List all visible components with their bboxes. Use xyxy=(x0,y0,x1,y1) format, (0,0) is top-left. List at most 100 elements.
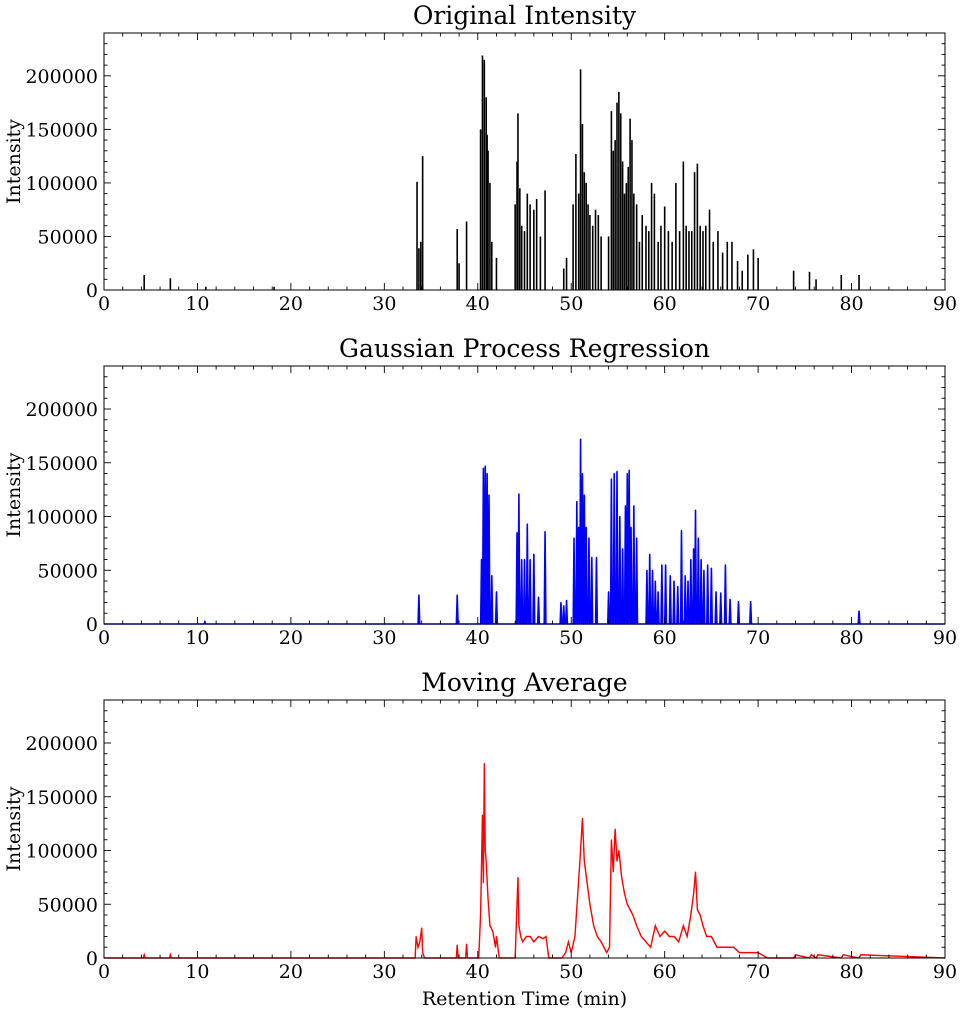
y-axis-label: Intensity xyxy=(3,452,25,537)
x-tick-label: 10 xyxy=(185,293,209,315)
data-point xyxy=(621,876,623,878)
data-point xyxy=(583,860,585,862)
data-point xyxy=(591,556,593,558)
data-point xyxy=(529,558,531,561)
y-tick-label: 0 xyxy=(86,614,98,636)
chart-panel-1: Original Intensity 0 10 20 30 40 50 60 70 80 90 0 50… xyxy=(3,1,957,315)
x-tick-label: 0 xyxy=(98,627,110,649)
series-marks xyxy=(104,438,945,625)
data-point xyxy=(481,814,483,816)
data-point xyxy=(748,952,750,954)
data-point xyxy=(422,952,424,954)
data-point xyxy=(600,941,602,943)
data-point xyxy=(516,903,518,905)
data-point xyxy=(581,817,583,819)
data-point xyxy=(544,530,546,533)
x-tick-label: 20 xyxy=(279,627,303,649)
y-axis-label: Intensity xyxy=(3,119,25,204)
x-tick-label: 20 xyxy=(279,293,303,315)
data-point xyxy=(613,472,615,475)
tick-marks xyxy=(103,32,946,291)
data-point xyxy=(710,567,712,569)
x-tick-label: 30 xyxy=(372,293,396,315)
data-point xyxy=(533,553,535,555)
data-point xyxy=(703,569,705,571)
y-tick-label: 200000 xyxy=(25,399,98,421)
data-point xyxy=(588,537,590,539)
data-point xyxy=(651,569,654,571)
x-tick-label: 40 xyxy=(466,627,490,649)
data-point xyxy=(489,925,491,927)
y-tick-label: 150000 xyxy=(25,787,98,809)
data-point xyxy=(466,943,468,945)
data-point xyxy=(516,532,518,534)
tick-marks xyxy=(103,365,946,625)
data-point xyxy=(842,954,844,956)
data-point xyxy=(520,936,522,937)
data-point xyxy=(858,610,860,612)
data-point xyxy=(538,936,540,937)
data-point xyxy=(700,558,702,561)
data-point xyxy=(492,930,494,932)
data-point xyxy=(495,946,497,948)
data-point xyxy=(690,558,692,561)
data-point xyxy=(573,537,575,539)
x-tick-label: 70 xyxy=(746,961,770,983)
data-point xyxy=(650,946,652,948)
y-tick-label: 50000 xyxy=(38,226,98,248)
x-tick-label: 80 xyxy=(839,627,863,649)
data-point xyxy=(533,941,535,943)
data-point xyxy=(415,936,417,937)
data-point xyxy=(699,914,701,916)
series-marks xyxy=(143,55,860,290)
data-point xyxy=(542,938,544,940)
tick-marks xyxy=(103,699,946,959)
data-point xyxy=(628,469,630,471)
data-point xyxy=(677,585,679,587)
y-tick-label: 100000 xyxy=(25,841,98,863)
data-point xyxy=(483,762,485,764)
x-tick-label: 50 xyxy=(559,627,583,649)
data-point xyxy=(661,564,663,566)
data-point xyxy=(480,558,483,561)
data-point xyxy=(526,523,528,525)
data-point xyxy=(640,936,642,937)
data-point xyxy=(609,946,611,948)
plot-frame xyxy=(103,699,946,959)
data-point xyxy=(724,564,727,566)
chart-panel-2: Gaussian Process Regression 0 10 20 30 40 50 60… xyxy=(3,334,957,649)
data-point xyxy=(418,594,420,596)
data-point xyxy=(586,882,588,884)
series-line xyxy=(104,439,945,625)
data-point xyxy=(629,909,631,911)
x-tick-label: 30 xyxy=(372,961,396,983)
data-point xyxy=(606,952,608,954)
data-point xyxy=(563,605,565,607)
data-point xyxy=(738,952,740,954)
data-point xyxy=(581,472,584,475)
data-point xyxy=(684,575,686,577)
chart-title: Moving Average xyxy=(421,668,627,697)
data-point xyxy=(484,465,486,467)
data-point xyxy=(565,952,567,954)
data-point xyxy=(680,529,683,532)
series-marks xyxy=(103,762,946,960)
data-point xyxy=(696,909,698,911)
data-point xyxy=(632,914,634,916)
data-point xyxy=(659,936,661,937)
data-point xyxy=(484,850,486,851)
x-tick-label: 70 xyxy=(746,293,770,315)
x-tick-label: 80 xyxy=(839,293,863,315)
data-point xyxy=(491,575,493,577)
data-point xyxy=(595,556,598,558)
data-point xyxy=(654,925,656,927)
data-point xyxy=(687,580,689,582)
data-point xyxy=(657,591,659,593)
x-tick-label: 50 xyxy=(559,293,583,315)
series-line xyxy=(104,763,946,960)
data-point xyxy=(482,882,484,884)
y-tick-label: 50000 xyxy=(38,894,98,916)
data-point xyxy=(521,558,523,561)
data-point xyxy=(610,478,613,480)
x-tick-label: 10 xyxy=(185,627,209,649)
